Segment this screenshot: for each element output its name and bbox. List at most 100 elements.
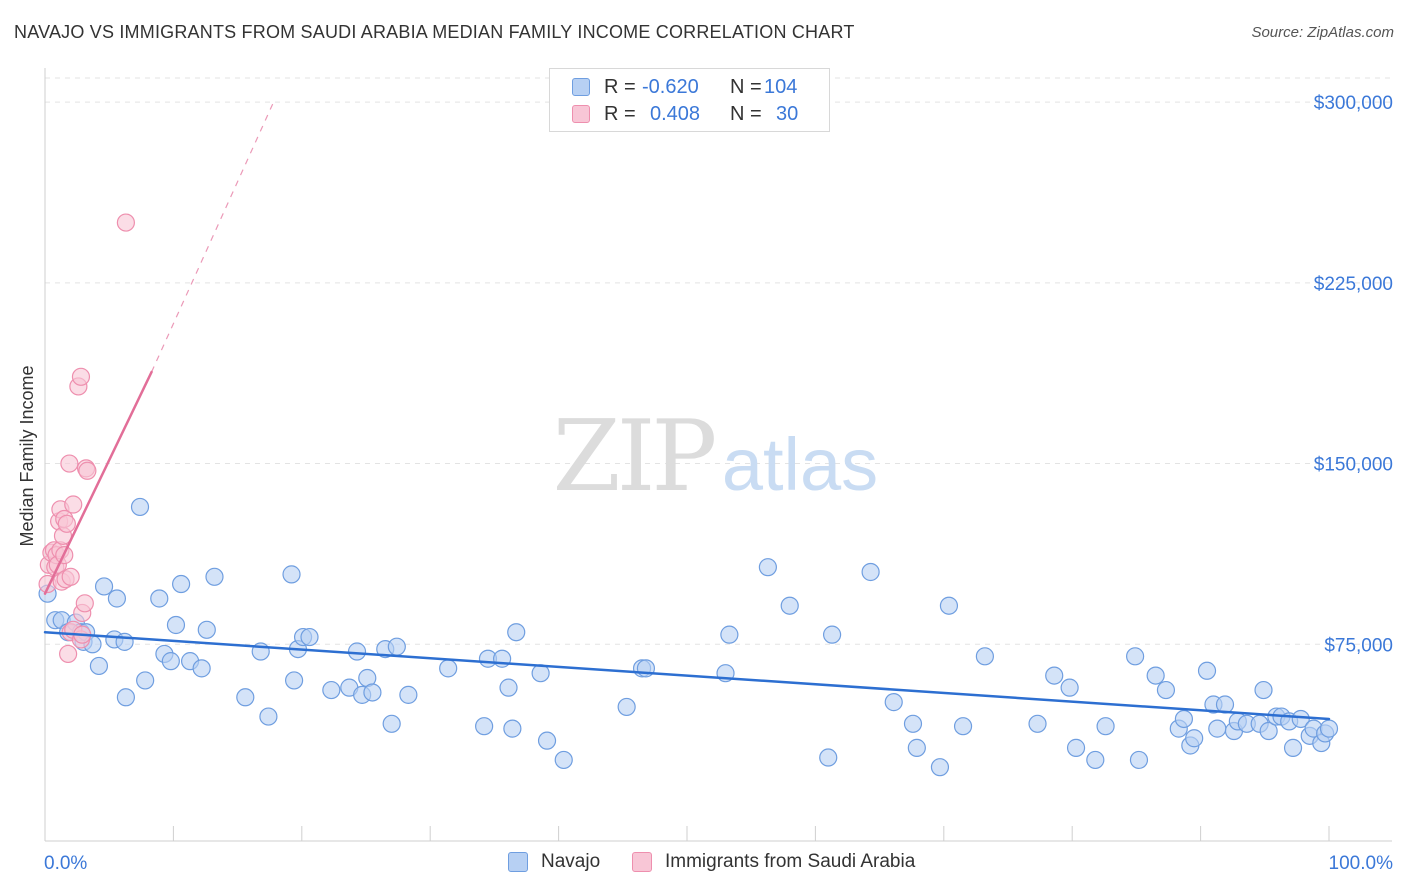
series-legend: Navajo Immigrants from Saudi Arabia [0,851,1406,877]
legend-row-saudi: R = 0.408 N = 30 [572,101,798,127]
point-navajo [819,748,838,767]
point-navajo [172,574,191,594]
point-navajo [399,685,418,704]
point-saudi [60,454,79,473]
point-saudi [116,213,135,232]
point-navajo [1086,750,1105,770]
point-navajo [1197,661,1217,680]
y-tick-label: $225,000 [1314,274,1393,295]
point-navajo [130,497,150,517]
point-navajo [1045,666,1064,685]
point-navajo [1174,709,1194,729]
point-navajo [499,678,518,697]
legend-r-label: R = [604,102,636,125]
point-navajo [1283,738,1303,757]
series-swatch-navajo [508,852,528,872]
watermark-zip: ZIP [553,400,715,514]
point-navajo [1291,709,1310,729]
chart-title: NAVAJO VS IMMIGRANTS FROM SAUDI ARABIA M… [14,22,855,42]
point-navajo [475,717,494,736]
point-navajo [1028,714,1047,733]
point-navajo [89,656,109,676]
point-navajo [953,717,973,736]
trendline-navajo [43,630,1331,721]
point-saudi [75,594,94,613]
point-navajo [1185,729,1204,748]
point-navajo [107,589,127,608]
point-navajo [720,625,739,644]
point-navajo [197,620,216,639]
legend-n-value: 104 [764,75,798,98]
y-tick-label: $150,000 [1314,455,1393,476]
series-legend-saudi: Immigrants from Saudi Arabia [632,851,915,873]
point-saudi [57,514,76,533]
point-navajo [884,693,903,712]
point-navajo [1208,719,1227,738]
series-label-saudi: Immigrants from Saudi Arabia [665,851,916,872]
point-saudi [61,567,80,586]
legend-r-label: R = [604,75,636,98]
trendline-saudi [43,370,153,595]
point-navajo [1259,721,1278,741]
point-navajo [861,562,880,582]
point-navajo [150,589,169,608]
point-navajo [136,671,155,690]
point-navajo [822,625,842,644]
point-navajo [94,577,114,596]
point-navajo [907,738,926,757]
point-navajo [116,688,135,707]
correlation-legend: R = -0.620 N = 104 R = 0.408 N = 30 [549,68,830,132]
y-axis-title: Median Family Income [17,365,37,546]
point-navajo [537,731,557,750]
label-layer: $75,000 $150,000 $225,000 $300,000 0.0% 100.0… [44,93,1393,874]
point-saudi [59,644,78,664]
point-navajo [930,758,950,777]
point-navajo [166,615,186,635]
point-navajo [284,671,304,690]
point-navajo [1156,680,1176,700]
series-legend-navajo: Navajo [508,851,600,873]
point-navajo [503,719,522,738]
point-navajo [236,688,255,707]
point-navajo [259,707,278,726]
trendline-extension-saudi [151,101,275,373]
point-saudi [64,495,83,514]
x-tick-label-left: 0.0% [44,853,87,874]
point-navajo [1126,647,1145,666]
legend-swatch-saudi [572,105,590,123]
legend-r-value: 0.408 [650,102,701,125]
series-label-navajo: Navajo [541,851,601,872]
point-navajo [439,659,458,678]
point-navajo [780,596,799,615]
point-navajo [322,680,341,700]
legend-row-navajo: R = -0.620 N = 104 [572,74,797,100]
point-navajo [192,659,211,678]
legend-swatch-navajo [572,78,590,96]
point-navajo [1319,719,1339,738]
points-layer [38,213,1339,777]
point-navajo [1096,717,1115,736]
legend-n-label: N = [730,75,762,98]
series-swatch-saudi [632,852,652,872]
legend-n-value: 30 [776,102,799,125]
watermark: ZIP atlas [553,400,879,514]
point-navajo [1066,738,1086,757]
point-navajo [161,652,180,671]
point-navajo [115,632,134,651]
watermark-atlas: atlas [722,423,878,506]
legend-r-value: -0.620 [642,75,699,98]
y-tick-label: $300,000 [1314,93,1393,114]
point-navajo [363,683,382,702]
point-navajo [282,565,301,584]
point-navajo [507,623,526,642]
legend-n-label: N = [730,102,762,125]
point-navajo [554,750,573,770]
point-navajo [347,642,367,661]
point-navajo [1129,750,1149,770]
point-navajo [758,558,777,577]
point-navajo [939,596,959,615]
point-navajo [1254,680,1273,700]
point-saudi [78,461,97,480]
point-navajo [975,647,994,666]
